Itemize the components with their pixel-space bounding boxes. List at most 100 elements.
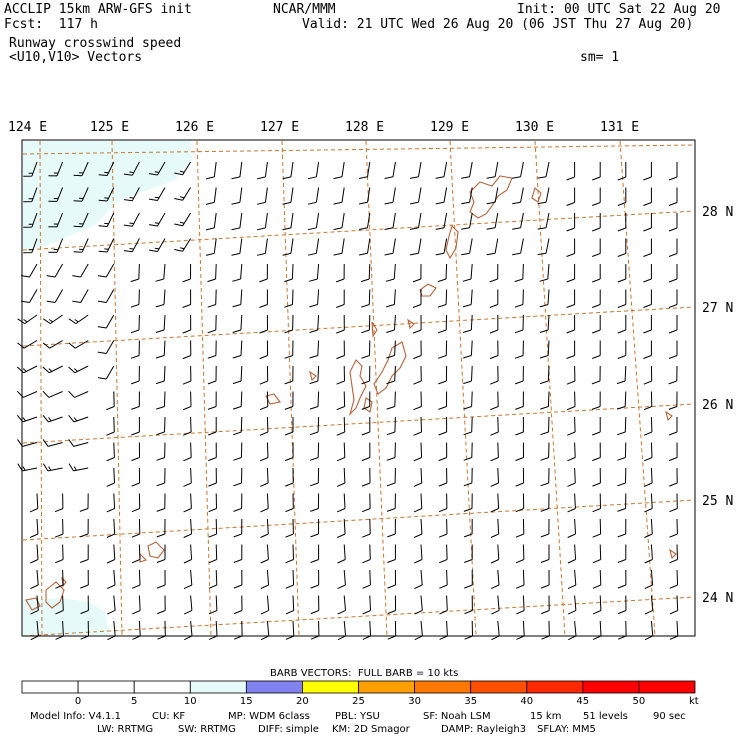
wind-barb <box>438 518 448 538</box>
valid-time: Valid: 21 UTC Wed 26 Aug 20 (06 JST Thu … <box>302 17 694 32</box>
wind-barb <box>337 569 346 590</box>
wind-barb <box>617 544 627 563</box>
wind-barb <box>617 518 627 538</box>
wind-barb <box>515 467 525 487</box>
wind-barb <box>464 569 473 589</box>
wind-barb <box>362 493 371 513</box>
wind-barb <box>463 467 473 487</box>
wind-barb <box>668 391 678 410</box>
wind-barb <box>643 238 652 257</box>
wind-barb <box>310 544 320 563</box>
wind-barb <box>566 340 576 359</box>
wind-barb <box>567 442 576 462</box>
wind-barb <box>337 595 346 615</box>
wind-barb <box>592 467 601 487</box>
footer-item: LW: RRTMG <box>97 724 154 735</box>
wind-barb <box>336 391 346 411</box>
wind-barb <box>359 161 371 179</box>
footer-item: SF: Noah LSM <box>423 711 491 722</box>
colorbar-tick: 50 <box>633 696 646 707</box>
wind-barb <box>79 493 89 512</box>
wind-barb <box>284 314 294 334</box>
wind-barb <box>461 187 473 205</box>
island-coast <box>665 410 673 422</box>
wind-barb <box>413 442 423 462</box>
wind-barb <box>617 416 627 436</box>
wind-barb <box>42 340 63 349</box>
wind-barb <box>644 544 653 564</box>
wind-barb <box>79 518 89 538</box>
colorbar-tick: 10 <box>184 696 197 707</box>
wind-barb <box>182 391 192 411</box>
wind-barb <box>361 442 371 462</box>
wind-barb <box>259 416 269 436</box>
wind-barb <box>208 595 218 615</box>
wind-barb <box>567 569 577 590</box>
wind-barb <box>360 263 371 283</box>
wind-barb <box>309 289 320 308</box>
wind-barb <box>617 340 627 359</box>
lon-label: 131 E <box>600 120 639 135</box>
wind-barb <box>232 340 243 359</box>
wind-barb <box>439 569 448 589</box>
wind-barb <box>232 365 243 385</box>
wind-barb <box>461 161 473 179</box>
lon-label: 128 E <box>345 120 384 135</box>
wind-barb <box>567 544 577 564</box>
wind-barb <box>591 365 601 385</box>
wind-barb <box>48 161 64 177</box>
wind-barb <box>617 264 627 283</box>
wind-barb <box>413 365 422 385</box>
wind-barb <box>233 595 243 615</box>
wind-barb <box>336 289 345 308</box>
wind-barb <box>512 161 524 179</box>
wind-barb <box>413 518 423 538</box>
wind-barb <box>208 569 218 589</box>
wind-barb <box>566 238 576 257</box>
wind-barb <box>232 263 243 282</box>
lat-label: 28 N <box>702 205 733 220</box>
wind-barb <box>486 161 499 179</box>
wind-barb <box>490 442 499 462</box>
footer-item: DIFF: simple <box>258 724 319 735</box>
wind-barb <box>205 238 217 256</box>
wind-barb <box>461 238 473 256</box>
lon-label: 125 E <box>90 120 129 135</box>
forecast-hour: Fcst: 117 h <box>4 17 98 32</box>
meridian <box>281 140 300 637</box>
wind-barb <box>30 569 39 590</box>
wind-barb <box>413 493 423 513</box>
wind-barb <box>17 340 38 349</box>
colorbar-tick: 15 <box>240 696 253 707</box>
wind-barb <box>46 289 64 303</box>
wind-barb <box>208 442 217 462</box>
wind-barb <box>183 493 192 513</box>
wind-barb <box>16 390 38 398</box>
wind-barb <box>16 365 38 374</box>
wind-barb <box>233 518 243 538</box>
footer-item: SFLAY: MM5 <box>537 724 596 735</box>
wind-barb <box>130 365 140 385</box>
wind-barb <box>259 314 268 334</box>
wind-barb <box>644 595 654 615</box>
wind-barb <box>233 569 243 589</box>
wind-barb <box>309 442 320 461</box>
wind-barb <box>540 416 550 436</box>
wind-barb <box>386 493 396 512</box>
wind-barb <box>643 365 653 385</box>
wind-barb <box>42 439 63 447</box>
meridian <box>196 140 212 637</box>
wind-barb <box>591 391 601 410</box>
wind-barb <box>156 518 166 538</box>
wind-barb <box>617 467 627 487</box>
wind-barb <box>541 620 550 640</box>
island-coast <box>139 552 148 563</box>
wind-barb <box>568 620 577 641</box>
wind-barb <box>592 518 602 538</box>
wind-barb <box>130 340 140 359</box>
wind-barb <box>155 340 166 359</box>
wind-barb <box>80 569 89 589</box>
wind-barb <box>386 314 396 333</box>
wind-barb <box>68 414 89 423</box>
colorbar-tick: 25 <box>352 696 365 707</box>
